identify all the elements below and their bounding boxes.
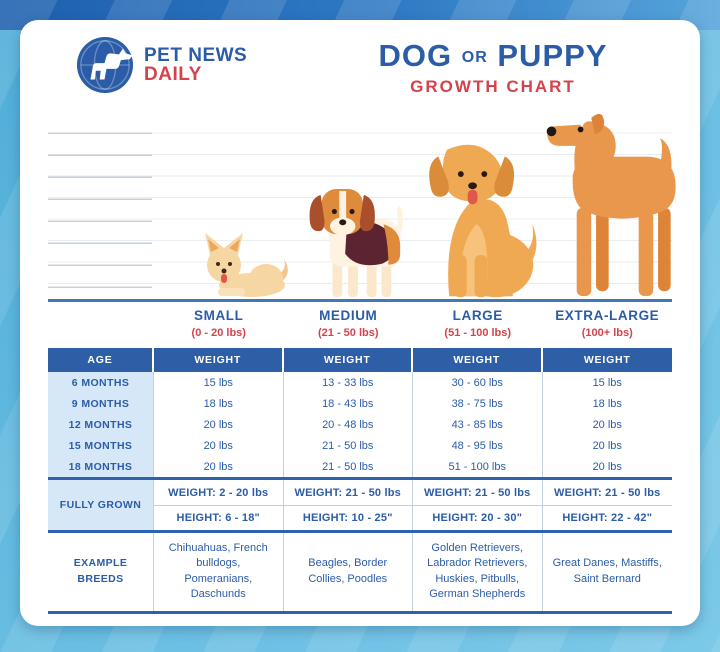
- golden-retriever-illustration: [429, 144, 537, 298]
- size-category-medium: MEDIUM (21 - 50 lbs): [284, 308, 414, 339]
- column-header-weight-medium: WEIGHT: [283, 348, 413, 372]
- fully-grown-weight: WEIGHT: 21 - 50 lbs: [542, 480, 672, 505]
- column-header-weight-extra-large: WEIGHT: [542, 348, 672, 372]
- column-header-weight-small: WEIGHT: [154, 348, 284, 372]
- table-cell: 20 lbs: [154, 414, 284, 435]
- example-breeds-label: EXAMPLE BREEDS: [48, 533, 154, 611]
- age-label: 12 MONTHS: [48, 414, 154, 435]
- dog-size-comparison: [48, 112, 676, 302]
- table-cell: 30 - 60 lbs: [413, 372, 543, 393]
- size-name: MEDIUM: [319, 308, 378, 323]
- table-cell: 13 - 33 lbs: [283, 372, 413, 393]
- page-subtitle: GROWTH CHART: [410, 77, 576, 96]
- age-label: 15 MONTHS: [48, 435, 154, 456]
- title-word-or: OR: [461, 49, 488, 66]
- table-cell: 43 - 85 lbs: [413, 414, 543, 435]
- example-breeds-medium: Beagles, Border Collies, Poodles: [284, 533, 413, 611]
- example-breeds-extra-large: Great Danes, Mastiffs, Saint Bernard: [552, 557, 662, 585]
- table-cell: 20 lbs: [154, 435, 284, 456]
- size-category-large: LARGE (51 - 100 lbs): [413, 308, 543, 339]
- table-cell: 20 lbs: [542, 456, 672, 477]
- size-range: (0 - 20 lbs): [191, 327, 246, 339]
- fully-grown-weight: WEIGHT: 21 - 50 lbs: [413, 480, 543, 505]
- size-range: (100+ lbs): [581, 327, 633, 339]
- size-range: (21 - 50 lbs): [317, 327, 379, 339]
- section-divider: [48, 477, 672, 480]
- size-name: LARGE: [452, 308, 503, 323]
- fully-grown-height: HEIGHT: 6 - 18": [154, 505, 284, 530]
- example-breeds-section: EXAMPLE BREEDS Chihuahuas, French bulldo…: [48, 533, 672, 611]
- table-cell: 18 lbs: [542, 393, 672, 414]
- size-range: (51 - 100 lbs): [444, 327, 512, 339]
- size-name: SMALL: [194, 308, 244, 323]
- extra-large-dog-illustration: [546, 113, 676, 297]
- size-name: EXTRA-LARGE: [555, 308, 660, 323]
- table-cell: 15 lbs: [542, 372, 672, 393]
- brand-line-2: DAILY: [144, 64, 202, 86]
- height-ruler-ticks: [48, 112, 152, 299]
- column-header-age: AGE: [48, 348, 154, 372]
- size-category-labels: SMALL (0 - 20 lbs) MEDIUM (21 - 50 lbs) …: [154, 308, 672, 339]
- title-word-puppy: PUPPY: [497, 38, 608, 73]
- example-breeds-small: Chihuahuas, French bulldogs, Pomeranians…: [154, 533, 284, 611]
- table-cell: 18 lbs: [154, 393, 284, 414]
- table-cell: 20 lbs: [154, 456, 284, 477]
- table-cell: 20 lbs: [542, 435, 672, 456]
- table-cell: 18 - 43 lbs: [283, 393, 413, 414]
- table-cell: 20 lbs: [542, 414, 672, 435]
- section-divider: [48, 530, 672, 533]
- table-cell: 51 - 100 lbs: [413, 456, 543, 477]
- fully-grown-weight: WEIGHT: 2 - 20 lbs: [154, 480, 284, 505]
- fully-grown-height: HEIGHT: 22 - 42": [542, 505, 672, 530]
- table-header-and-age-rows: AGE WEIGHT WEIGHT WEIGHT WEIGHT 6 MONTHS…: [48, 348, 672, 477]
- example-breeds-large: Golden Retrievers, Labrador Retrievers, …: [413, 533, 543, 611]
- table-cell: 20 - 48 lbs: [283, 414, 413, 435]
- brand-line-1: PET NEWS: [144, 45, 248, 66]
- pet-news-daily-logo dog-globe-icon: [76, 36, 134, 94]
- fully-grown-height: HEIGHT: 20 - 30": [413, 505, 543, 530]
- brand-name: PET NEWS DAILY: [144, 46, 247, 85]
- column-header-weight-large: WEIGHT: [413, 348, 543, 372]
- size-category-small: SMALL (0 - 20 lbs): [154, 308, 284, 339]
- chihuahua-illustration: [205, 233, 288, 297]
- page-title: DOG OR PUPPY GROWTH CHART: [310, 38, 676, 97]
- size-category-extra-large: EXTRA-LARGE (100+ lbs): [543, 308, 673, 339]
- beagle-illustration: [309, 188, 403, 297]
- table-cell: 15 lbs: [154, 372, 284, 393]
- title-word-dog: DOG: [378, 38, 453, 73]
- table-cell: 48 - 95 lbs: [413, 435, 543, 456]
- table-cell: 21 - 50 lbs: [283, 435, 413, 456]
- section-divider: [48, 610, 672, 614]
- age-label: 9 MONTHS: [48, 393, 154, 414]
- infographic-card: PET NEWS DAILY DOG OR PUPPY GROWTH CHART: [20, 20, 700, 626]
- table-cell: 38 - 75 lbs: [413, 393, 543, 414]
- table-cell: 21 - 50 lbs: [283, 456, 413, 477]
- fully-grown-section: FULLY GROWN WEIGHT: 2 - 20 lbs WEIGHT: 2…: [48, 480, 672, 530]
- fully-grown-weight: WEIGHT: 21 - 50 lbs: [283, 480, 413, 505]
- fully-grown-height: HEIGHT: 10 - 25": [283, 505, 413, 530]
- age-label: 18 MONTHS: [48, 456, 154, 477]
- fully-grown-label: FULLY GROWN: [48, 480, 154, 530]
- growth-table: AGE WEIGHT WEIGHT WEIGHT WEIGHT 6 MONTHS…: [48, 348, 672, 614]
- age-label: 6 MONTHS: [48, 372, 154, 393]
